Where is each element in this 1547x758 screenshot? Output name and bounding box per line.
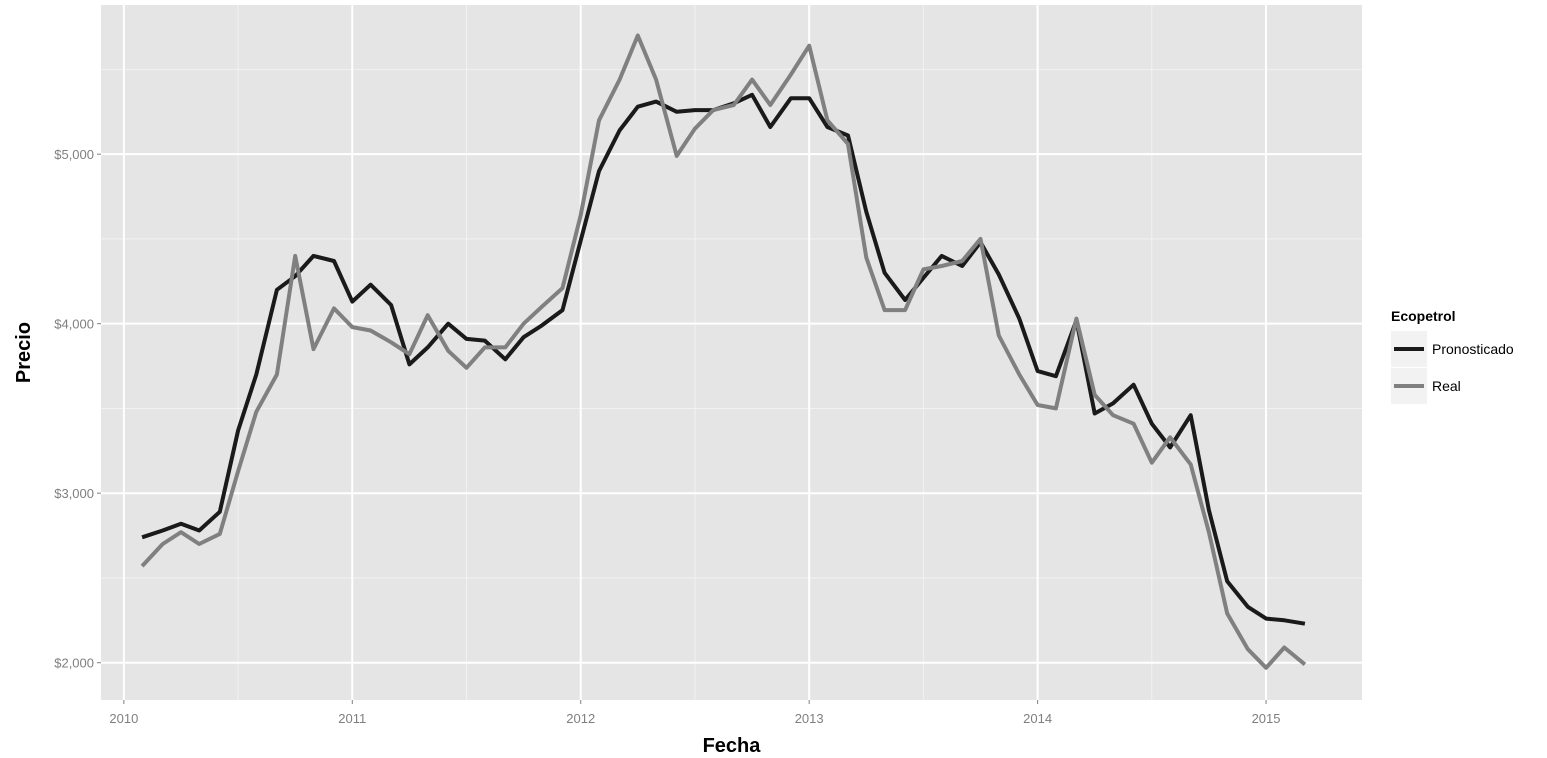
y-tick-label: $4,000: [54, 317, 94, 332]
legend-label-real: Real: [1432, 378, 1461, 394]
y-tick-label: $5,000: [54, 147, 94, 162]
legend-label-pronosticado: Pronosticado: [1432, 341, 1514, 357]
x-tick-label: 2015: [1252, 711, 1281, 726]
x-tick-label: 2010: [109, 711, 138, 726]
x-axis-title: Fecha: [703, 735, 762, 757]
x-axis: 2010 2011 2012 2013 2014 2015: [109, 700, 1281, 726]
x-tick-label: 2012: [566, 711, 595, 726]
x-tick-label: 2011: [338, 711, 366, 726]
legend-title: Ecopetrol: [1391, 308, 1456, 324]
series-layer: [140, 33, 1307, 670]
legend-items: Pronosticado Real: [1391, 331, 1514, 404]
x-tick-label: 2014: [1023, 711, 1052, 726]
plot-panel: [101, 5, 1362, 700]
y-tick-label: $2,000: [54, 656, 94, 671]
series-line-real: [140, 33, 1307, 670]
x-tick-label: 2013: [795, 711, 824, 726]
y-axis-title: Precio: [13, 322, 35, 383]
grid-minor: [101, 5, 1362, 700]
legend: Ecopetrol Pronosticado Real: [1391, 308, 1514, 404]
grid-major: [101, 5, 1362, 700]
y-tick-label: $3,000: [54, 486, 94, 501]
y-axis: $2,000 $3,000 $4,000 $5,000: [54, 147, 101, 671]
